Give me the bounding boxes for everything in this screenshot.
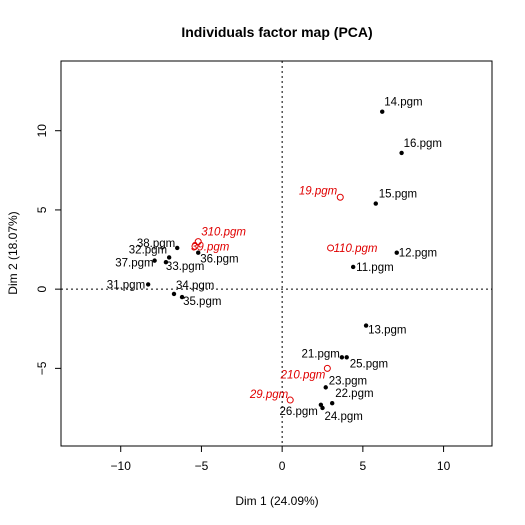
point-31 <box>145 282 151 287</box>
y-tick-label: 5 <box>35 206 49 213</box>
point-34 <box>171 291 177 297</box>
y-tick-label: −5 <box>35 361 49 375</box>
point-label-35: 35.pgm <box>183 296 221 308</box>
point-label-33: 33.pgm <box>166 261 204 273</box>
point-label-310: 310.pgm <box>201 227 246 239</box>
x-tick-label: −10 <box>111 459 132 473</box>
data-points: 14.pgm 16.pgm 15.pgm 12.pgm 11.pgm 13.pgm 21.p… <box>107 97 442 423</box>
point-12 <box>394 250 399 255</box>
plot-frame <box>60 60 493 447</box>
point-37 <box>152 258 157 263</box>
point-label-26: 26.pgm <box>280 406 318 418</box>
y-tick-label: 0 <box>35 285 49 292</box>
point-label-23: 23.pgm <box>329 375 367 387</box>
point-label-12: 12.pgm <box>399 248 437 260</box>
point-label-16: 16.pgm <box>404 138 442 150</box>
point-25 <box>344 355 349 360</box>
point-11 <box>350 264 356 270</box>
point-210 <box>323 364 331 372</box>
x-tick-label: 10 <box>437 459 451 473</box>
x-axis: −10 −5 0 5 10 <box>111 446 451 473</box>
point-label-39: 39.pgm <box>191 241 230 253</box>
point-36 <box>196 250 201 255</box>
y-axis: −5 0 5 10 <box>35 124 61 375</box>
point-label-22: 22.pgm <box>335 388 373 400</box>
point-19 <box>336 193 344 201</box>
point-32 <box>166 255 172 260</box>
point-label-37: 37.pgm <box>115 258 153 270</box>
y-axis-label: Dim 2 (18.07%) <box>6 211 20 294</box>
point-label-29: 29.pgm <box>249 389 289 401</box>
x-axis-label: Dim 1 (24.09%) <box>235 494 318 508</box>
point-310 <box>194 238 202 246</box>
point-label-110: 110.pgm <box>334 243 378 255</box>
point-label-25: 25.pgm <box>350 358 388 370</box>
point-14 <box>380 109 385 114</box>
point-15 <box>373 201 378 206</box>
point-label-13: 13.pgm <box>368 325 406 337</box>
point-22 <box>329 401 335 406</box>
point-label-32: 32.pgm <box>129 244 167 256</box>
point-label-36: 36.pgm <box>200 254 238 266</box>
x-tick-label: 0 <box>279 459 286 473</box>
point-label-38: 38.pgm <box>137 238 175 250</box>
point-33 <box>163 260 169 265</box>
point-label-21: 21.pgm <box>302 348 340 360</box>
point-16 <box>399 150 404 156</box>
point-13 <box>363 323 369 328</box>
point-38 <box>175 245 180 251</box>
point-39 <box>191 242 199 250</box>
chart-title: Individuals factor map (PCA) <box>181 24 372 40</box>
point-label-14: 14.pgm <box>384 97 422 109</box>
x-tick-label: 5 <box>360 459 367 473</box>
point-label-15: 15.pgm <box>379 189 417 201</box>
point-label-210: 210.pgm <box>280 369 326 381</box>
point-29 <box>286 396 294 404</box>
point-23 <box>323 385 328 390</box>
y-tick-label: 10 <box>35 124 49 138</box>
point-24 <box>320 405 325 411</box>
point-35 <box>179 294 185 300</box>
point-label-34: 34.pgm <box>176 280 214 292</box>
point-label-19: 19.pgm <box>299 185 338 197</box>
point-21 <box>339 355 345 360</box>
x-tick-label: −5 <box>195 459 209 473</box>
point-label-24: 24.pgm <box>325 411 363 423</box>
point-label-11: 11.pgm <box>356 262 394 274</box>
point-label-31: 31.pgm <box>107 279 145 291</box>
point-110 <box>327 244 335 252</box>
